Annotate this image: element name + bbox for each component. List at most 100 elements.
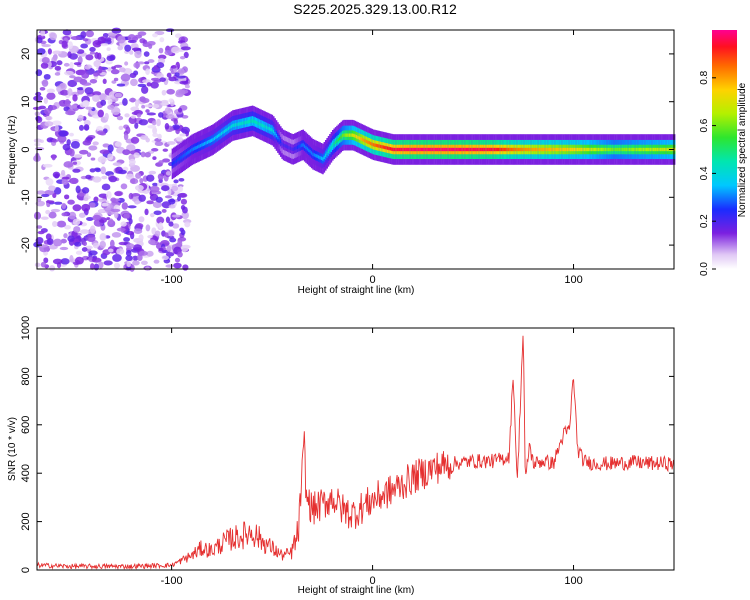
spectrogram-cell (34, 262, 41, 268)
spectrogram-cell (67, 88, 73, 96)
spectrogram-cell (73, 226, 81, 233)
spectrogram-cell (86, 152, 92, 158)
spectrogram-cell (305, 145, 307, 150)
spectrogram-cell (129, 50, 134, 55)
spectrogram-cell (357, 135, 359, 140)
spectrogram-cell (492, 147, 494, 152)
spectrogram-cell (343, 133, 345, 137)
spectrogram-cell (153, 79, 162, 83)
spectrogram-cell (166, 245, 172, 252)
spectrogram-cell (81, 82, 92, 86)
spectrogram-cell (225, 128, 227, 133)
spectrogram-cell (658, 147, 660, 152)
spectrogram-cell (164, 195, 173, 199)
spectrogram-cell (369, 141, 372, 146)
spectrogram-cell (392, 147, 395, 152)
spectrogram-cell (138, 234, 144, 242)
y-tick-label: 200 (20, 512, 32, 530)
colorbar-tick-label: 0.2 (699, 214, 710, 228)
spectrogram-cell (296, 145, 299, 149)
spectrogram-cell (618, 147, 621, 152)
spectrogram-cell (99, 209, 106, 213)
spectrogram-cell (106, 190, 112, 199)
spectrogram-cell (42, 163, 53, 168)
spectrogram-cell (531, 147, 534, 152)
spectrogram-cell (72, 94, 78, 102)
spectrogram-cell (524, 147, 527, 152)
spectrogram-cell (502, 147, 504, 152)
spectrogram-cell (144, 104, 154, 108)
spectrogram-cell (180, 204, 186, 210)
spectrogram-cell (181, 126, 190, 134)
spectrogram-cell (457, 147, 459, 152)
spectrogram-cell (310, 151, 313, 155)
spectrogram-cell (330, 145, 333, 149)
spectrogram-cell (50, 208, 61, 213)
spectrogram-cell (548, 147, 551, 152)
colorbar-tick-label: 0.8 (699, 70, 710, 84)
spectrogram-cell (94, 51, 100, 59)
spectrogram-cell (72, 168, 81, 173)
spectrogram-cell (168, 98, 174, 103)
spectrogram-cell (37, 196, 42, 203)
spectrogram-cell (322, 157, 324, 161)
spectrogram-cell (43, 108, 52, 115)
spectrogram-cell (145, 224, 151, 232)
spectrogram-cell (240, 121, 243, 126)
colorbar-tick-label: 0.4 (699, 166, 710, 180)
spectrogram-cell (36, 190, 46, 195)
spectrogram-cell (77, 114, 84, 122)
spectrogram-cell (68, 211, 77, 220)
spectrogram-cell (132, 260, 140, 266)
spectrogram-cell (507, 147, 510, 152)
spectrogram-cell (165, 252, 175, 257)
spectrogram-cell (177, 240, 183, 248)
spectrogram-cell (77, 56, 83, 65)
spectrogram-cell (177, 196, 182, 202)
spectrogram-cell (561, 147, 563, 152)
spectrogram-cell (126, 261, 131, 268)
spectrogram-cell (106, 55, 115, 62)
spectrogram-cell (74, 256, 84, 265)
spectrogram-cell (226, 127, 229, 132)
spectrogram-cell (589, 147, 592, 152)
spectrogram-cell (85, 54, 94, 61)
spectrogram-cell (80, 43, 88, 49)
spectrogram-cell (179, 133, 187, 137)
spectrogram-cell (499, 147, 501, 152)
spectrogram-cell (350, 133, 352, 137)
spectrogram-cell (110, 69, 120, 75)
spectrogram-cell (402, 147, 404, 152)
spectrogram-cell (100, 99, 107, 106)
spectrogram-cell (51, 154, 56, 161)
spectrogram-cell (100, 166, 106, 175)
spectrogram-cell (651, 147, 653, 152)
spectrogram-cell (272, 129, 275, 134)
spectrogram-cell (423, 147, 426, 152)
spectrogram-cell (209, 139, 212, 143)
spectrogram-cell (96, 125, 104, 132)
spectrogram-cell (152, 182, 158, 187)
spectrogram-cell (566, 147, 569, 152)
spectrogram-cell (212, 137, 215, 142)
spectrogram-cell (41, 57, 50, 64)
spectrogram-cell (523, 147, 525, 152)
spectrogram-cell (384, 145, 386, 150)
spectrogram-cell (554, 147, 556, 152)
spectrogram-cell (134, 50, 142, 59)
spectrogram-cell (264, 125, 267, 129)
spectrogram-cell (162, 158, 171, 163)
spectrogram-cell (69, 177, 79, 185)
spectrogram-cell (469, 147, 472, 152)
spectrogram-cell (161, 185, 170, 192)
spectrogram-cell (438, 147, 441, 152)
x-tick-label: -100 (161, 274, 183, 286)
spectrogram-cell (157, 133, 162, 140)
spectrogram-cell (196, 145, 199, 149)
spectrogram-cell (159, 37, 165, 43)
spectrogram-cell (620, 147, 622, 152)
spectrogram-cell (47, 48, 52, 55)
spectrogram-cell (141, 104, 146, 109)
spectrogram-cell (36, 37, 43, 44)
spectrogram-cell (118, 125, 124, 131)
